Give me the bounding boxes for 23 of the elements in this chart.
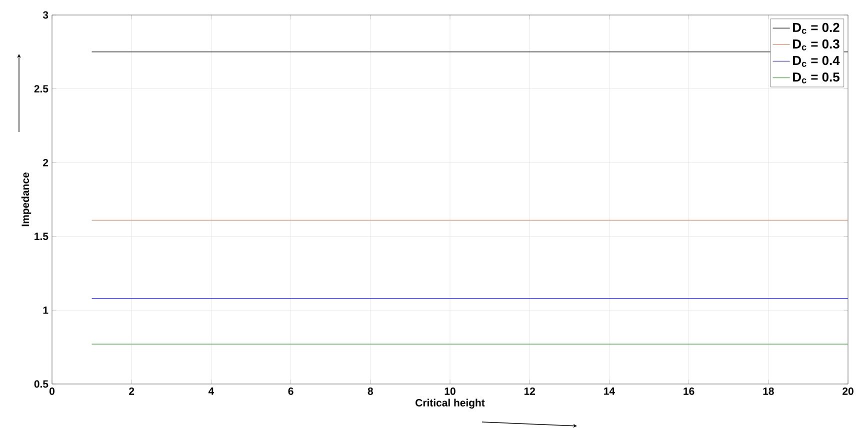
x-tick-label: 8: [368, 388, 373, 395]
x-tick-label: 12: [524, 388, 535, 395]
x-tick-label: 10: [444, 388, 456, 395]
legend-label: D$_{c}$ = 0.4: [793, 56, 840, 67]
y-axis-title: Impedance: [21, 172, 32, 226]
legend-label: D$_{c}$ = 0.3: [793, 39, 840, 50]
y-tick-label: 2.5: [34, 85, 48, 93]
y-tick-label: 1: [43, 306, 48, 314]
x-axis-title: Critical height: [416, 398, 485, 409]
y-tick-label: 2: [43, 158, 48, 166]
x-tick-label: 2: [129, 388, 134, 395]
x-tick-label: 4: [208, 388, 214, 395]
x-tick-label: 6: [288, 388, 294, 395]
x-tick-label: 14: [604, 388, 615, 395]
legend-label: D$_{c}$ = 0.2: [793, 22, 840, 34]
y-tick-label: 3: [42, 11, 48, 19]
y-tick-label: 1.5: [34, 232, 48, 240]
y-tick-label: 0.5: [34, 380, 48, 388]
x-tick-label: 20: [842, 388, 854, 395]
x-tick-label: 18: [763, 388, 774, 395]
legend-label: D$_{c}$ = 0.5: [793, 72, 840, 84]
x-tick-label: 16: [684, 388, 694, 395]
x-tick-label: 0: [50, 388, 54, 395]
